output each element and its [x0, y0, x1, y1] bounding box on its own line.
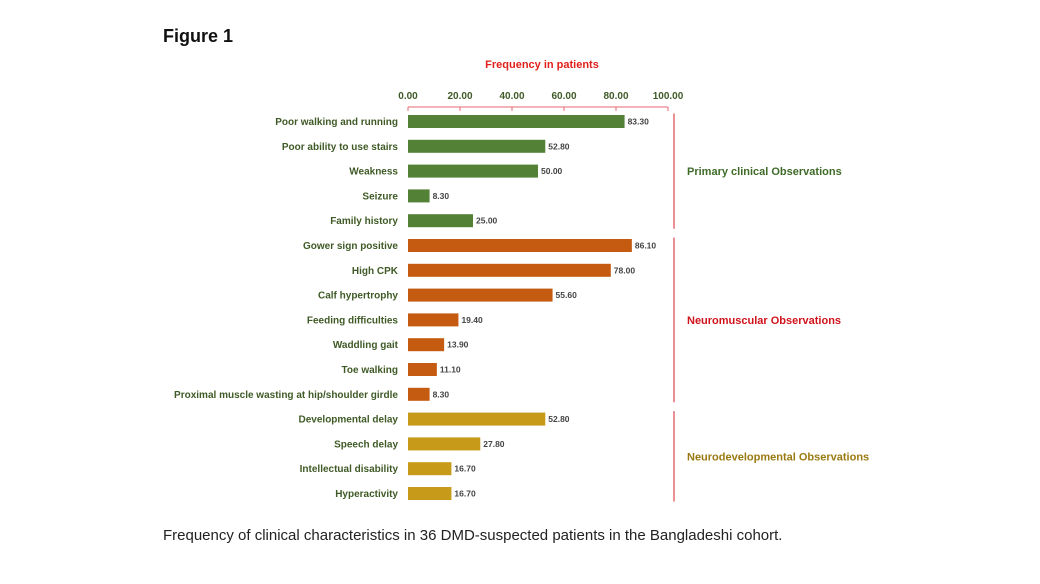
category-label: Poor walking and running	[275, 117, 398, 128]
bar	[408, 189, 430, 203]
category-label: Toe walking	[342, 365, 399, 376]
value-label: 8.30	[433, 191, 450, 201]
bar	[408, 338, 445, 352]
bar	[408, 363, 437, 376]
bar	[408, 288, 553, 302]
category-label: Family history	[330, 216, 398, 227]
group-label: Neuromuscular Observations	[687, 315, 841, 327]
figure-title: Figure 1	[163, 26, 234, 46]
value-label: 25.00	[476, 216, 498, 226]
category-label: Gower sign positive	[303, 241, 398, 252]
group-label: Primary clinical Observations	[687, 166, 842, 178]
category-label: Speech delay	[334, 439, 398, 450]
bar	[408, 263, 611, 277]
category-label: Proximal muscle wasting at hip/shoulder …	[174, 390, 398, 401]
chart-title: Frequency in patients	[485, 59, 599, 71]
category-label: Intellectual disability	[300, 464, 399, 475]
bar	[408, 462, 452, 476]
category-label: Developmental delay	[299, 415, 399, 426]
category-label: Hyperactivity	[335, 489, 398, 500]
value-label: 19.40	[461, 315, 483, 325]
bar	[408, 313, 459, 327]
x-tick-label: 0.00	[398, 91, 418, 102]
x-tick-label: 60.00	[551, 91, 576, 102]
category-label: Calf hypertrophy	[318, 291, 398, 302]
bar	[408, 214, 473, 228]
bar	[408, 139, 546, 153]
value-label: 78.00	[614, 265, 636, 275]
bar	[408, 412, 546, 426]
x-tick-label: 80.00	[603, 91, 628, 102]
value-label: 16.70	[454, 464, 476, 474]
bar	[408, 387, 430, 401]
category-label: Poor ability to use stairs	[282, 142, 399, 153]
x-tick-label: 100.00	[653, 91, 684, 102]
value-label: 55.60	[556, 290, 578, 300]
x-tick-label: 40.00	[499, 91, 524, 102]
bar	[408, 437, 481, 451]
category-label: Waddling gait	[333, 340, 399, 351]
value-label: 83.30	[628, 117, 650, 127]
value-label: 52.80	[548, 141, 570, 151]
value-label: 52.80	[548, 414, 570, 424]
bar	[408, 115, 625, 128]
value-label: 86.10	[635, 241, 657, 251]
value-label: 16.70	[454, 489, 476, 499]
group-label: Neurodevelopmental Observations	[687, 451, 869, 463]
value-label: 50.00	[541, 166, 563, 176]
value-label: 11.10	[440, 365, 461, 375]
category-label: Feeding difficulties	[307, 315, 399, 326]
category-label: Weakness	[349, 167, 398, 178]
category-label: Seizure	[362, 191, 398, 202]
value-label: 8.30	[433, 389, 450, 399]
bar	[408, 164, 538, 178]
figure-caption: Frequency of clinical characteristics in…	[163, 527, 783, 544]
x-tick-label: 20.00	[447, 91, 472, 102]
bar	[408, 239, 632, 252]
category-label: High CPK	[352, 266, 399, 277]
bar	[408, 487, 452, 500]
value-label: 27.80	[483, 439, 505, 449]
value-label: 13.90	[447, 340, 469, 350]
